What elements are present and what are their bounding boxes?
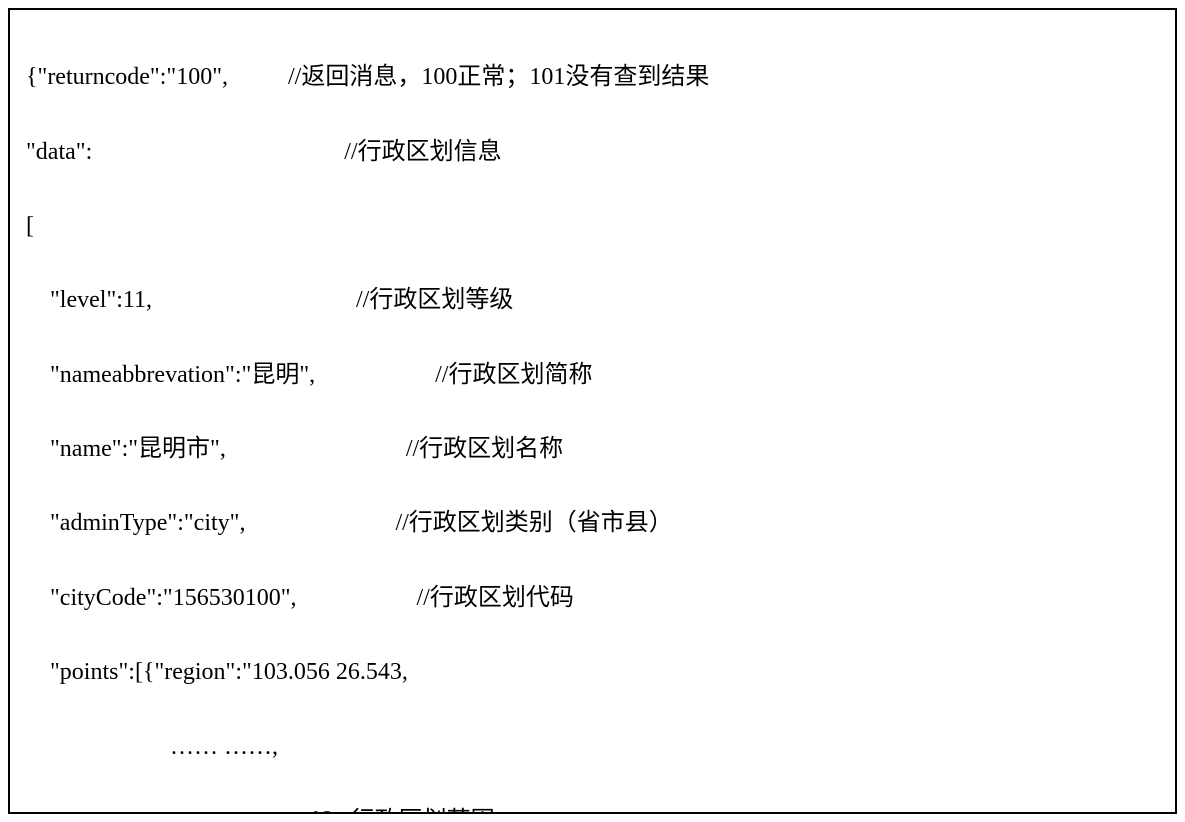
code-line-2: "data": //行政区划信息	[26, 134, 1159, 171]
code-line-5: "nameabbrevation":"昆明", //行政区划简称	[26, 357, 1159, 394]
code-line-1: {"returncode":"100", //返回消息，100正常；101没有查…	[26, 59, 1159, 96]
code-line-6: "name":"昆明市", //行政区划名称	[26, 431, 1159, 468]
code-line-8: "cityCode":"156530100", //行政区划代码	[26, 580, 1159, 617]
code-line-4: "level":11, //行政区划等级	[26, 282, 1159, 319]
code-line-7: "adminType":"city", //行政区划类别（省市县）	[26, 505, 1159, 542]
code-line-9: "points":[{"region":"103.056 26.543,	[26, 654, 1159, 691]
code-box: {"returncode":"100", //返回消息，100正常；101没有查…	[8, 8, 1177, 814]
code-line-11: 103.056 26.543"}],//行政区划范围	[26, 803, 1159, 814]
code-line-3: [	[26, 208, 1159, 245]
code-line-10: …… ……,	[26, 729, 1159, 766]
